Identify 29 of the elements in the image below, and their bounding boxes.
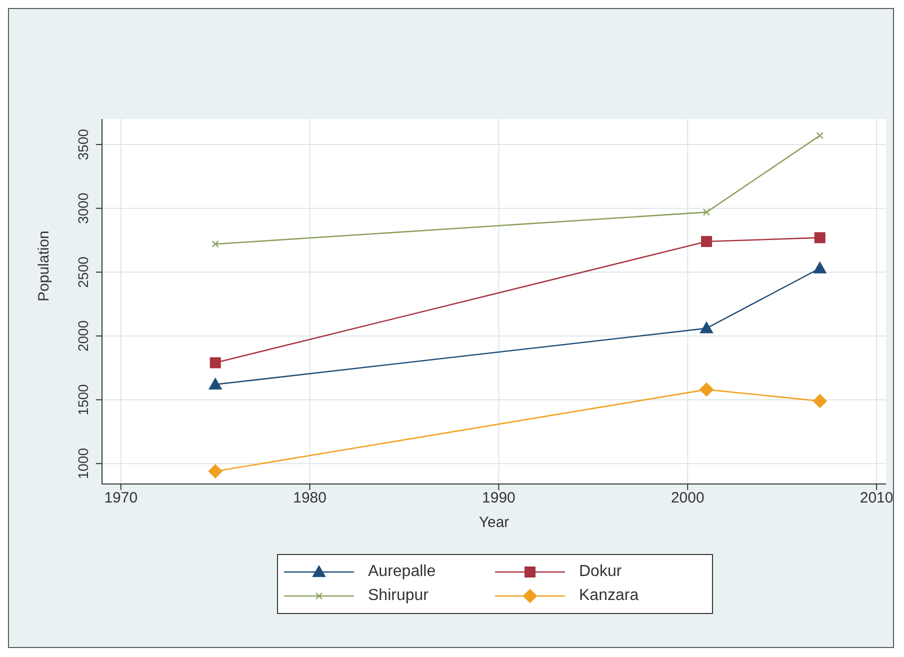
x-tick-label: 1970 bbox=[104, 490, 138, 507]
point bbox=[702, 208, 710, 216]
point bbox=[208, 464, 222, 478]
x-axis-title: Year bbox=[478, 514, 510, 531]
y-tick-label: 3500 bbox=[75, 128, 91, 160]
point bbox=[212, 240, 219, 248]
point bbox=[700, 382, 714, 397]
x-tick-label: 2000 bbox=[670, 490, 704, 507]
y-axis-title: Population bbox=[35, 230, 52, 302]
x-tick-label: 2010 bbox=[860, 490, 894, 507]
y-tick-label: 1500 bbox=[75, 384, 91, 416]
legend-label: Aurepalle bbox=[368, 563, 436, 581]
point bbox=[812, 394, 827, 408]
point bbox=[701, 236, 712, 248]
x-tick-label: 1990 bbox=[482, 490, 516, 507]
point bbox=[210, 357, 221, 368]
point bbox=[700, 322, 714, 334]
y-tick-label: 2000 bbox=[75, 320, 91, 352]
x-tick-label: 1980 bbox=[293, 490, 326, 507]
point bbox=[814, 232, 826, 244]
legend-label: Kanzara bbox=[579, 587, 639, 605]
legend-label: Shirupur bbox=[368, 587, 428, 605]
y-tick-label: 3000 bbox=[75, 192, 91, 224]
y-tick-label: 1000 bbox=[75, 448, 91, 480]
point bbox=[813, 262, 826, 274]
legend-label: Dokur bbox=[579, 563, 622, 581]
point bbox=[816, 132, 824, 140]
y-tick-label: 2500 bbox=[75, 256, 91, 288]
point bbox=[208, 378, 222, 390]
